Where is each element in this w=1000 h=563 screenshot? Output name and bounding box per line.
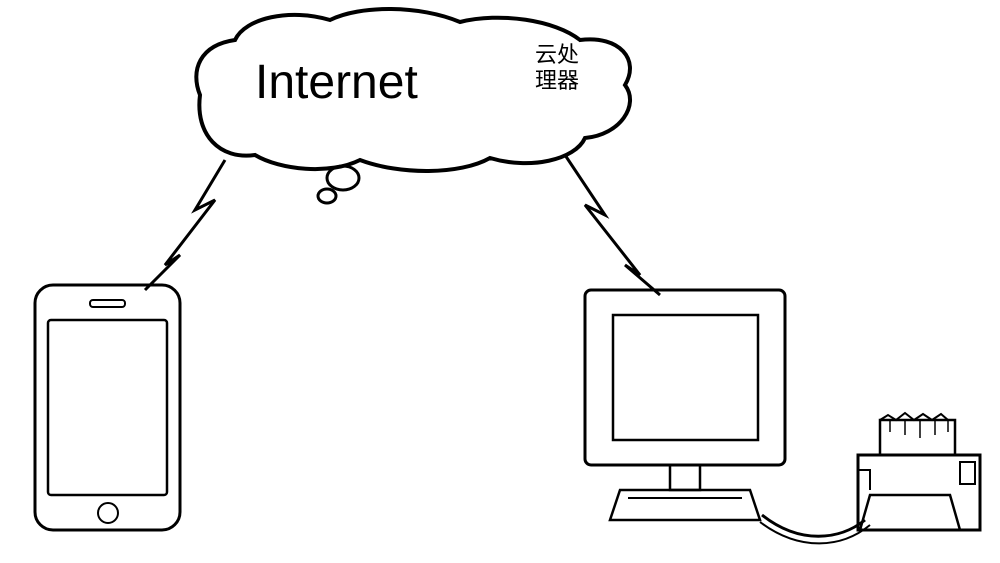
printer-icon [858, 413, 980, 530]
monitor-icon [585, 290, 785, 520]
wireless-link-phone [145, 160, 225, 290]
cloud-sub-line2: 理器 [535, 68, 579, 93]
wireless-link-monitor [565, 155, 660, 295]
cloud-main-label: Internet [255, 55, 418, 110]
network-diagram [0, 0, 1000, 563]
smartphone-icon [35, 285, 180, 530]
cable-link-printer [760, 515, 870, 543]
cloud-sub-line1: 云处 [535, 42, 579, 67]
cloud-sub-label: 云处 理器 [535, 42, 579, 95]
